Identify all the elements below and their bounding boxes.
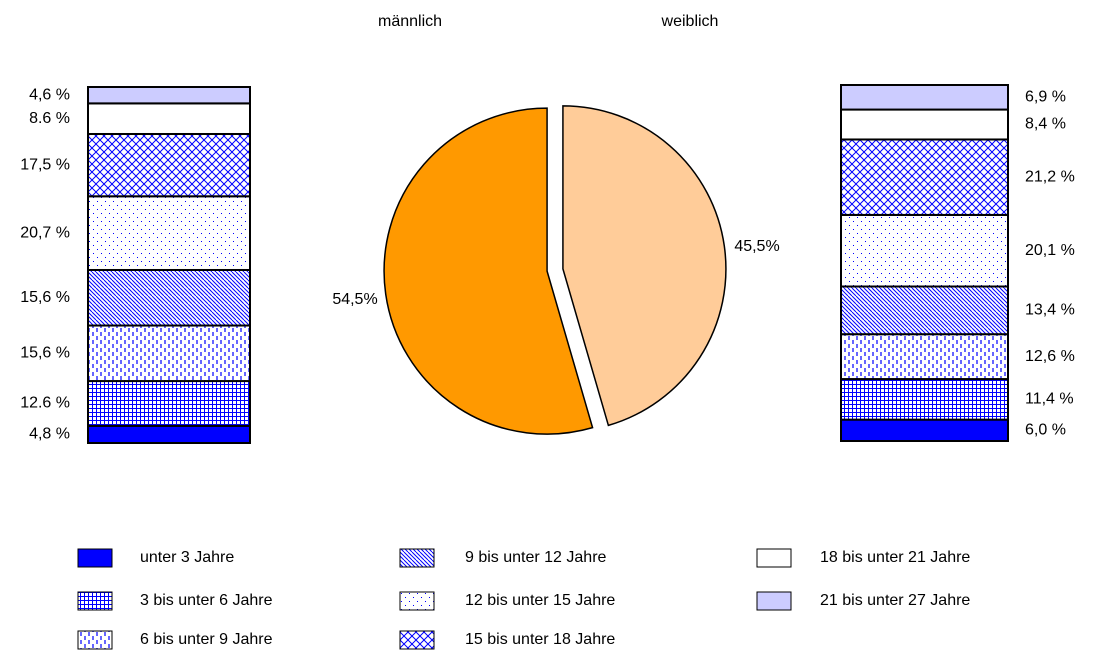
- legend-swatch: [77, 591, 113, 611]
- bar-segment: [87, 86, 251, 105]
- bar-segment: [87, 424, 251, 444]
- bar-label: 21,2 %: [1025, 168, 1075, 185]
- legend-label: 6 bis unter 9 Jahre: [140, 631, 273, 648]
- bar-label: 17,5 %: [20, 156, 70, 173]
- bar-segment: [87, 195, 251, 271]
- pie-category: weiblich: [661, 13, 719, 30]
- bar-segment: [840, 108, 1009, 141]
- legend-label: 12 bis unter 15 Jahre: [465, 592, 615, 609]
- bar-segment: [87, 324, 251, 383]
- bar-segment: [87, 268, 251, 327]
- legend-label: 15 bis unter 18 Jahre: [465, 631, 615, 648]
- bar-segment: [87, 102, 251, 135]
- pie-label: 45,5%: [734, 238, 779, 255]
- bar-segment: [840, 84, 1009, 111]
- bar-label: 4,8 %: [29, 426, 70, 443]
- legend-swatch: [756, 548, 792, 568]
- bar-segment: [840, 418, 1009, 443]
- bar-label: 6,9 %: [1025, 89, 1066, 106]
- bar-label: 20,1 %: [1025, 242, 1075, 259]
- bar-label: 12,6 %: [1025, 348, 1075, 365]
- bar-label: 20,7 %: [20, 224, 70, 241]
- bar-segment: [840, 138, 1009, 216]
- legend-label: 9 bis unter 12 Jahre: [465, 549, 607, 566]
- bar-label: 11,4 %: [1025, 391, 1074, 408]
- legend-label: 3 bis unter 6 Jahre: [140, 592, 273, 609]
- legend-swatch: [399, 630, 435, 650]
- bar-segment: [87, 132, 251, 198]
- bar-label: 15,6 %: [20, 289, 70, 306]
- pie-slice: [383, 107, 594, 435]
- pie-label: 54,5%: [332, 291, 377, 308]
- pie-slice: [562, 105, 727, 427]
- legend-swatch: [756, 591, 792, 611]
- bar-segment: [840, 378, 1009, 421]
- bar-label: 8.6 %: [29, 110, 70, 127]
- legend-swatch: [77, 630, 113, 650]
- bar-label: 6,0 %: [1025, 422, 1066, 439]
- bar-label: 12.6 %: [20, 395, 70, 412]
- legend-swatch: [399, 548, 435, 568]
- legend-label: 18 bis unter 21 Jahre: [820, 549, 970, 566]
- legend-swatch: [399, 591, 435, 611]
- bar-segment: [840, 285, 1009, 336]
- bar-segment: [87, 380, 251, 427]
- bar-segment: [840, 213, 1009, 288]
- legend-label: unter 3 Jahre: [140, 549, 234, 566]
- pie-category: männlich: [378, 13, 442, 30]
- bar-label: 15,6 %: [20, 345, 70, 362]
- bar-label: 4,6 %: [29, 86, 70, 103]
- bar-segment: [840, 333, 1009, 381]
- bar-label: 8,4 %: [1025, 116, 1066, 133]
- legend-label: 21 bis unter 27 Jahre: [820, 592, 970, 609]
- bar-label: 13,4 %: [1025, 302, 1075, 319]
- legend-swatch: [77, 548, 113, 568]
